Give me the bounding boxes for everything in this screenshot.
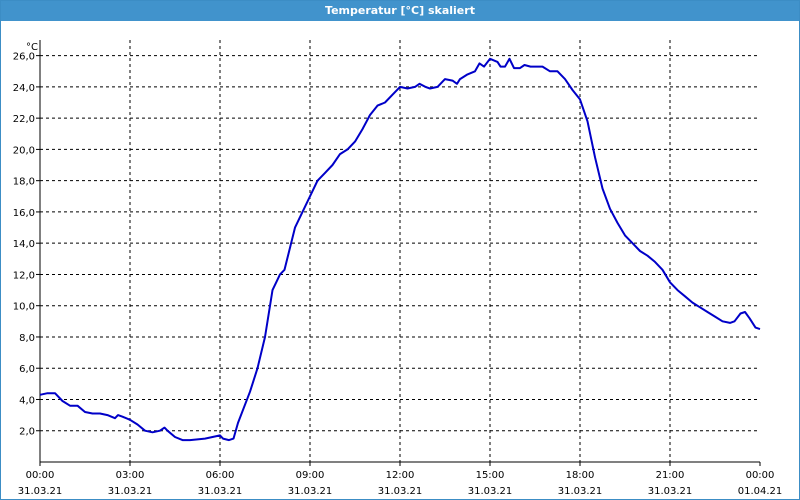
y-tick-label: 26,0	[13, 52, 35, 63]
x-tick-date-label: 31.03.21	[648, 486, 693, 497]
y-tick-label: 4,0	[19, 395, 35, 406]
y-tick-label: 12,0	[13, 270, 35, 281]
y-axis-unit-label: °C	[26, 42, 38, 53]
x-tick-date-label: 31.03.21	[468, 486, 513, 497]
y-tick-label: 6,0	[19, 364, 35, 375]
grid-layer	[40, 40, 760, 462]
x-tick-time-label: 06:00	[206, 470, 235, 481]
x-tick-date-label: 01.04.21	[738, 486, 783, 497]
y-tick-label: 10,0	[13, 302, 35, 313]
x-tick-time-label: 15:00	[476, 470, 505, 481]
x-tick-time-label: 09:00	[296, 470, 325, 481]
temperature-series-line	[39, 57, 761, 442]
x-tick-date-label: 31.03.21	[18, 486, 63, 497]
ticks-layer: 2,0 4,0 6,0 8,0 10,0 12,0 14,0 16,0 18,0 20,0 22,0…	[13, 52, 783, 497]
x-tick-time-label: 00:00	[746, 470, 775, 481]
y-tick-label: 24,0	[13, 83, 35, 94]
x-tick-time-label: 03:00	[116, 470, 145, 481]
y-tick-label: 14,0	[13, 239, 35, 250]
series-layer	[39, 57, 761, 442]
y-tick-label: 22,0	[13, 114, 35, 125]
x-tick-time-label: 21:00	[656, 470, 685, 481]
y-tick-label: 8,0	[19, 333, 35, 344]
y-tick-label: 20,0	[13, 145, 35, 156]
x-tick-date-label: 31.03.21	[198, 486, 243, 497]
y-tick-label: 18,0	[13, 177, 35, 188]
x-tick-time-label: 12:00	[386, 470, 415, 481]
y-tick-label: 2,0	[19, 427, 35, 438]
x-tick-time-label: 18:00	[566, 470, 595, 481]
x-tick-date-label: 31.03.21	[288, 486, 333, 497]
x-tick-date-label: 31.03.21	[378, 486, 423, 497]
x-tick-time-label: 00:00	[26, 470, 55, 481]
axes-layer	[36, 40, 761, 466]
x-tick-date-label: 31.03.21	[108, 486, 153, 497]
x-tick-date-label: 31.03.21	[558, 486, 603, 497]
y-tick-label: 16,0	[13, 208, 35, 219]
window-title: Temperatur [°C] skaliert	[1, 1, 799, 21]
